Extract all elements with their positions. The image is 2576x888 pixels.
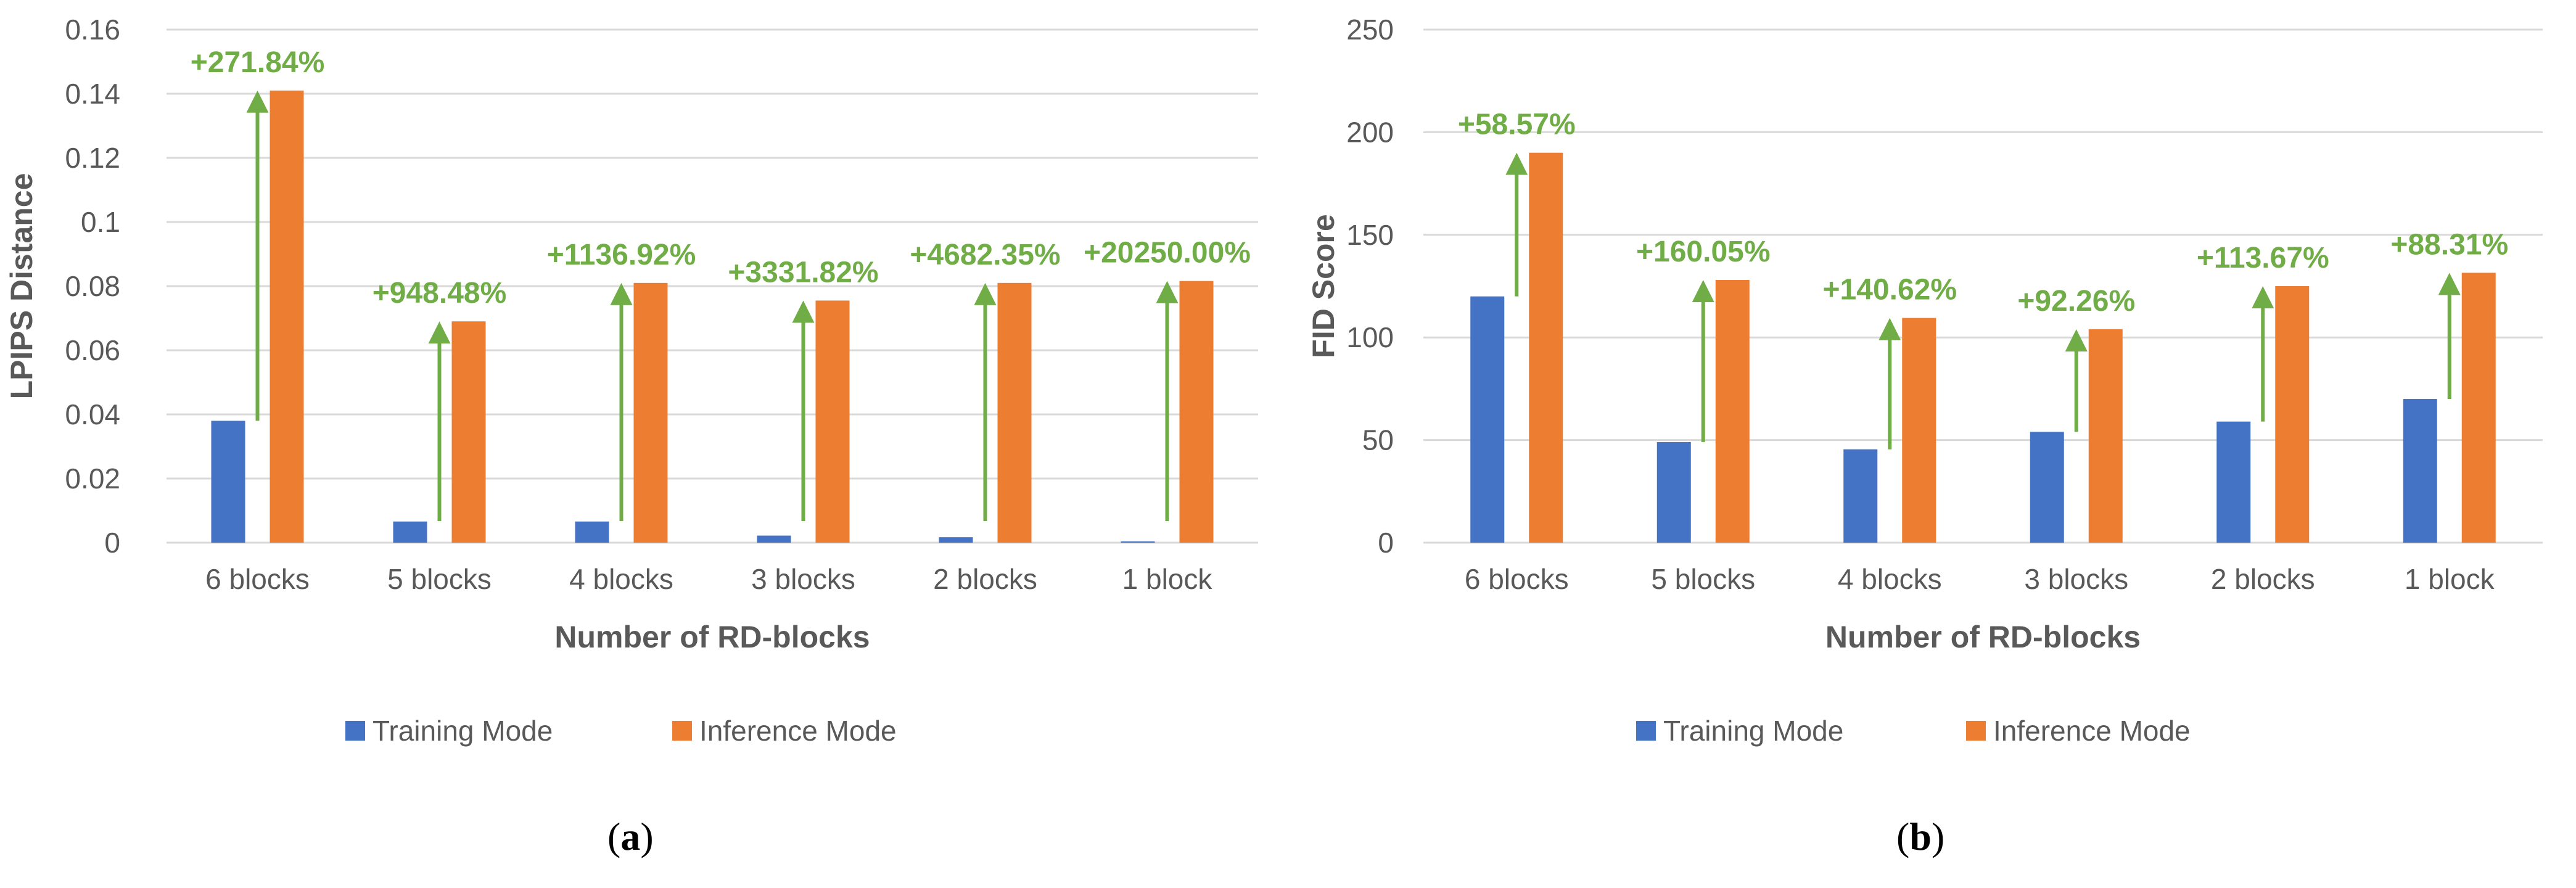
bar-training-mode (393, 521, 427, 543)
panel-label-b: (b) (1896, 815, 1945, 858)
y-axis-title: LPIPS Distance (4, 173, 39, 400)
y-tick-label: 0 (1378, 527, 1394, 559)
x-axis-title: Number of RD-blocks (1825, 620, 2141, 654)
percent-increase-label: +1136.92% (547, 239, 696, 271)
bar-inference-mode (1529, 152, 1563, 543)
bar-inference-mode (633, 282, 668, 543)
x-axis-title: Number of RD-blocks (554, 620, 870, 654)
x-tick-label: 4 blocks (1838, 563, 1942, 595)
x-tick-label: 5 blocks (1651, 563, 1755, 595)
percent-increase-label: +92.26% (2017, 285, 2135, 318)
legend-label: Training Mode (372, 715, 553, 747)
x-tick-label: 1 block (1122, 563, 1213, 595)
bar-training-mode (211, 421, 245, 543)
bar-inference-mode (270, 90, 304, 543)
y-tick-label: 150 (1346, 219, 1394, 251)
y-tick-label: 0 (104, 527, 120, 559)
y-tick-label: 0.1 (81, 206, 120, 238)
x-tick-label: 3 blocks (2024, 563, 2128, 595)
legend-swatch (345, 721, 365, 741)
x-tick-label: 5 blocks (387, 563, 492, 595)
percent-increase-label: +20250.00% (1084, 237, 1251, 269)
percent-increase-label: +4682.35% (910, 239, 1060, 271)
bar-inference-mode (1902, 318, 1936, 543)
x-tick-label: 6 blocks (205, 563, 310, 595)
chart-panel-b: 0 50 100 150 200 250 FID Score +58.57% 6 blocks +… (1288, 0, 2576, 888)
fid-bar-chart: 0 50 100 150 200 250 FID Score +58.57% 6 blocks +… (1306, 14, 2543, 747)
legend-label: Training Mode (1663, 715, 1843, 747)
x-tick-label: 1 block (2405, 563, 2495, 595)
y-tick-label: 0.04 (65, 398, 120, 430)
bar-training-mode (1843, 449, 1878, 543)
lpips-bar-chart: 0 0.02 0.04 0.06 0.08 0.1 0.12 0.14 0.16 LPIPS Di… (4, 14, 1258, 747)
y-tick-label: 0.02 (65, 462, 120, 495)
y-tick-label: 0.16 (65, 14, 120, 46)
y-tick-label: 0.08 (65, 270, 120, 302)
legend-swatch (1636, 721, 1656, 741)
bar-training-mode (2030, 432, 2064, 543)
x-tick-label: 2 blocks (2211, 563, 2315, 595)
bar-inference-mode (2088, 329, 2123, 543)
percent-increase-label: +88.31% (2390, 228, 2508, 261)
chart-panel-a: 0 0.02 0.04 0.06 0.08 0.1 0.12 0.14 0.16 LPIPS Di… (4, 14, 1258, 858)
bar-inference-mode (815, 300, 850, 543)
y-tick-label: 100 (1346, 321, 1394, 353)
percent-increase-label: +58.57% (1458, 109, 1576, 141)
percent-increase-label: +140.62% (1822, 274, 1957, 306)
bar-training-mode (575, 521, 609, 543)
x-tick-label: 6 blocks (1465, 563, 1569, 595)
bar-training-mode (2403, 399, 2437, 543)
percent-increase-label: +948.48% (372, 277, 507, 310)
legend-label: Inference Mode (1993, 715, 2191, 747)
percent-increase-label: +113.67% (2197, 242, 2329, 274)
bar-training-mode (1470, 296, 1505, 543)
y-tick-label: 50 (1362, 424, 1394, 456)
bar-inference-mode (2461, 273, 2496, 543)
bar-training-mode (757, 535, 791, 543)
percent-increase-label: +271.84% (191, 46, 325, 79)
y-axis-title: FID Score (1306, 214, 1341, 358)
legend-swatch (1966, 721, 1986, 741)
y-tick-label: 250 (1346, 14, 1394, 46)
y-tick-label: 0.12 (65, 142, 120, 174)
bar-inference-mode (451, 321, 486, 543)
y-tick-label: 0.14 (65, 78, 120, 110)
percent-increase-label: +3331.82% (728, 256, 878, 289)
y-tick-label: 200 (1346, 116, 1394, 148)
bar-inference-mode (1715, 280, 1750, 543)
bar-training-mode (939, 537, 973, 543)
y-tick-label: 0.06 (65, 334, 120, 366)
x-tick-label: 2 blocks (933, 563, 1037, 595)
panel-label-a: (a) (607, 815, 654, 858)
legend-label: Inference Mode (699, 715, 897, 747)
x-tick-label: 3 blocks (751, 563, 855, 595)
percent-increase-label: +160.05% (1636, 236, 1771, 268)
legend-swatch (672, 721, 692, 741)
bar-inference-mode (997, 282, 1032, 543)
bar-training-mode (1656, 442, 1691, 543)
bar-training-mode (2216, 421, 2251, 543)
x-tick-label: 4 blocks (569, 563, 673, 595)
bar-inference-mode (2275, 286, 2310, 543)
bar-training-mode (1121, 541, 1155, 543)
bar-inference-mode (1179, 281, 1214, 543)
